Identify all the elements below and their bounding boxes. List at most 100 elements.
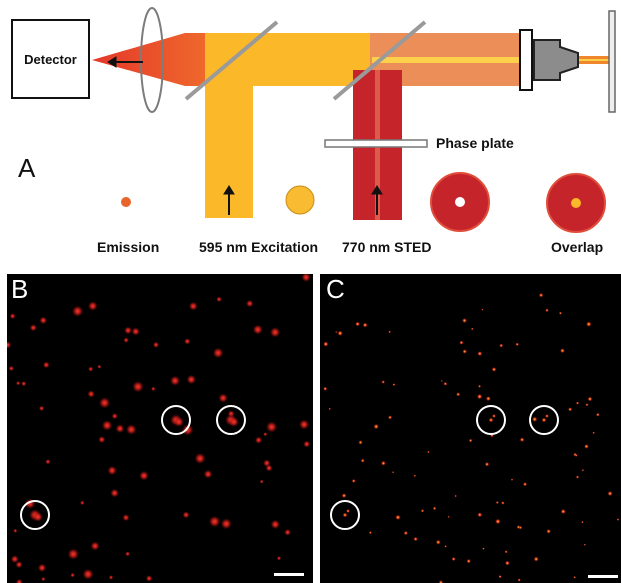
fluorescence-spot <box>174 417 184 427</box>
fluorescence-spot <box>122 514 130 522</box>
panel-c-sted-image: C <box>320 274 621 583</box>
fluorescence-spot <box>145 575 153 582</box>
fluorescence-spot <box>477 351 483 357</box>
fluorescence-spot <box>270 519 281 530</box>
fluorescence-spot <box>459 340 464 345</box>
detector-box: Detector <box>11 19 90 99</box>
fluorescence-spot <box>108 575 114 580</box>
fluorescence-spot <box>132 380 144 393</box>
fluorescence-spot <box>495 518 501 525</box>
circle-marker-icon <box>20 500 50 530</box>
fluorescence-spot <box>269 326 281 338</box>
fluorescence-spot <box>584 443 589 449</box>
fluorescence-spot <box>87 301 98 311</box>
fluorescence-spot <box>499 343 504 348</box>
fluorescence-spot <box>495 500 499 505</box>
fluorescence-spot <box>373 423 379 430</box>
fluorescence-spot <box>560 508 566 515</box>
sted-donut-hole <box>455 197 465 207</box>
fluorescence-spot <box>7 341 12 349</box>
fluorescence-spot <box>71 305 84 317</box>
fluorescence-spot <box>131 327 140 336</box>
fluorescence-spot <box>362 322 368 328</box>
phase-plate-label: Phase plate <box>436 135 514 151</box>
fluorescence-spot <box>151 386 156 392</box>
fluorescence-spot <box>451 556 456 562</box>
fluorescence-spot <box>265 421 278 433</box>
emission-beam <box>92 33 210 86</box>
confocal-spots <box>7 274 311 583</box>
fluorescence-spot <box>516 525 521 530</box>
fluorescence-spot <box>139 470 149 481</box>
fluorescence-spot <box>515 342 520 347</box>
fluorescence-spot <box>299 419 310 430</box>
circle-marker-icon <box>529 405 559 435</box>
fluorescence-spot <box>498 574 502 579</box>
fluorescence-spot <box>435 539 441 545</box>
arrow-icon <box>107 56 143 68</box>
fluorescence-spot <box>124 326 133 335</box>
fluorescence-spot <box>87 390 95 398</box>
fluorescence-spot <box>581 468 585 472</box>
circle-marker-icon <box>330 500 360 530</box>
fluorescence-spot <box>575 401 580 405</box>
fluorescence-spot <box>351 478 356 483</box>
excitation-label: 595 nm Excitation <box>199 239 319 255</box>
fluorescence-spot <box>111 413 118 420</box>
fluorescence-spot <box>346 509 350 513</box>
fluorescence-spot <box>585 321 592 327</box>
fluorescence-spot <box>541 417 547 423</box>
fluorescence-spot <box>125 424 137 435</box>
fluorescence-spot <box>440 379 443 382</box>
sted-spots <box>323 292 620 583</box>
fluorescence-spot <box>39 316 48 325</box>
fluorescence-spot <box>392 383 396 387</box>
fluorescence-spot <box>67 548 80 560</box>
fluorescence-spot <box>110 488 120 498</box>
fluorescence-spot <box>263 432 268 437</box>
fluorescence-spot <box>98 435 106 444</box>
panel-b-confocal-image: B <box>7 274 313 583</box>
fluorescence-spot <box>546 528 552 534</box>
fluorescence-spot <box>29 324 37 332</box>
fluorescence-spot <box>368 531 372 535</box>
fluorescence-spot <box>15 380 21 386</box>
fluorescence-spot <box>323 386 328 391</box>
fluorescence-spot <box>184 338 191 345</box>
fluorescence-spot <box>107 465 117 476</box>
fluorescence-spot <box>470 327 474 331</box>
fluorescence-spot <box>79 500 85 506</box>
fluorescence-spot <box>38 405 45 412</box>
fluorescence-spot <box>152 341 160 348</box>
excitation-spot-icon <box>285 185 315 215</box>
fluorescence-spot <box>216 296 222 303</box>
fluorescence-spot <box>391 471 395 474</box>
fluorescence-spot <box>203 469 213 479</box>
fluorescence-spot <box>335 331 338 334</box>
fluorescence-spot <box>510 478 514 481</box>
fluorescence-spot <box>123 337 129 343</box>
fluorescence-spot <box>522 482 528 487</box>
fluorescence-spot <box>90 541 100 551</box>
fluorescence-spot <box>504 550 508 554</box>
fluorescence-spot <box>41 576 46 582</box>
circle-marker-icon <box>161 405 191 435</box>
fluorescence-spot <box>488 417 494 423</box>
panel-letter-a: A <box>18 153 36 183</box>
output-beam-inner <box>578 59 612 61</box>
fluorescence-spot <box>301 274 311 283</box>
fluorescence-spot <box>545 308 549 313</box>
fluorescence-spot <box>456 392 461 397</box>
fluorescence-spot <box>477 384 482 388</box>
fluorescence-spot <box>538 292 544 298</box>
fluorescence-spot <box>42 361 50 369</box>
fluorescence-spot <box>186 374 197 385</box>
fluorescence-spot <box>13 528 18 533</box>
fluorescence-spot <box>388 330 392 334</box>
fluorescence-spot <box>413 536 418 542</box>
fluorescence-spot <box>8 365 15 372</box>
scale-bar <box>588 575 618 578</box>
fluorescence-spot <box>454 494 457 498</box>
fluorescence-spot <box>125 551 131 557</box>
mirror-icon <box>332 20 427 101</box>
